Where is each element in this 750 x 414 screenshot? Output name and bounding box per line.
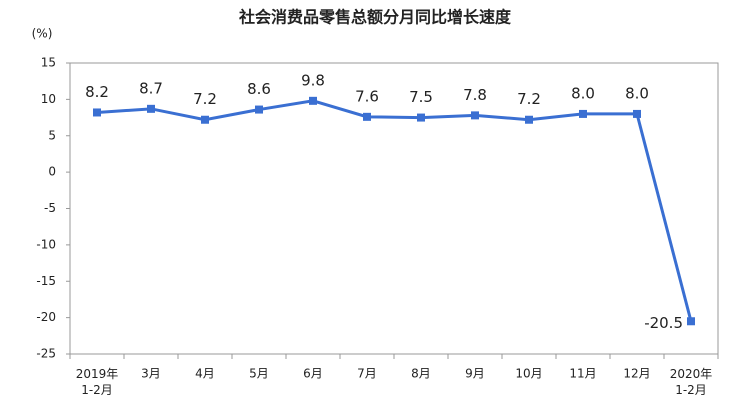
x-tick-label: 8月 [411,367,431,381]
point [525,115,533,124]
point [633,109,641,118]
x-tick-label: 3月 [141,367,161,381]
x-tick-label: 11月 [569,367,596,381]
y-tick-label: -10 [36,237,56,251]
point [93,108,101,117]
data-label: 7.6 [355,87,379,105]
y-tick-label: 10 [41,92,56,106]
data-label: -20.5 [644,314,683,332]
point [255,105,263,114]
x-tick-label: 6月 [303,367,323,381]
point [579,109,587,118]
data-label: 7.2 [517,90,541,108]
y-tick-label: 0 [48,165,56,179]
point [417,113,425,122]
x-tick-label: 5月 [249,367,269,381]
point [687,317,695,326]
data-label: 8.2 [85,83,109,101]
plot-frame [69,62,719,355]
data-label: 7.5 [409,88,433,106]
y-tick-label: 15 [41,56,56,70]
x-tick-label: 2019年 1-2月 [76,367,119,397]
data-label: 7.8 [463,86,487,104]
x-tick-label: 12月 [623,367,650,381]
data-label: 8.0 [571,84,595,102]
y-tick-label: 5 [48,128,56,142]
point [363,112,371,121]
x-tick-label: 9月 [465,367,485,381]
x-tick-label: 7月 [357,367,377,381]
y-tick-label: -20 [36,310,56,324]
data-label: 7.2 [193,90,217,108]
chart-title: 社会消费品零售总额分月同比增长速度 [238,8,512,27]
point [309,96,317,105]
y-axis-unit: (%) [32,27,53,41]
y-tick-label: -15 [36,274,56,288]
y-tick-label: -5 [44,201,56,215]
point [471,111,479,120]
data-label: 8.7 [139,79,163,97]
point [201,115,209,124]
data-label: 8.0 [625,84,649,102]
data-label: 9.8 [301,71,325,89]
data-label: 8.6 [247,80,271,98]
line [96,99,693,322]
x-tick-label: 2020年 1-2月 [670,367,713,397]
x-tick-label: 10月 [515,367,542,381]
y-tick-label: -25 [36,347,56,361]
point [147,104,155,113]
x-tick-label: 4月 [195,367,215,381]
